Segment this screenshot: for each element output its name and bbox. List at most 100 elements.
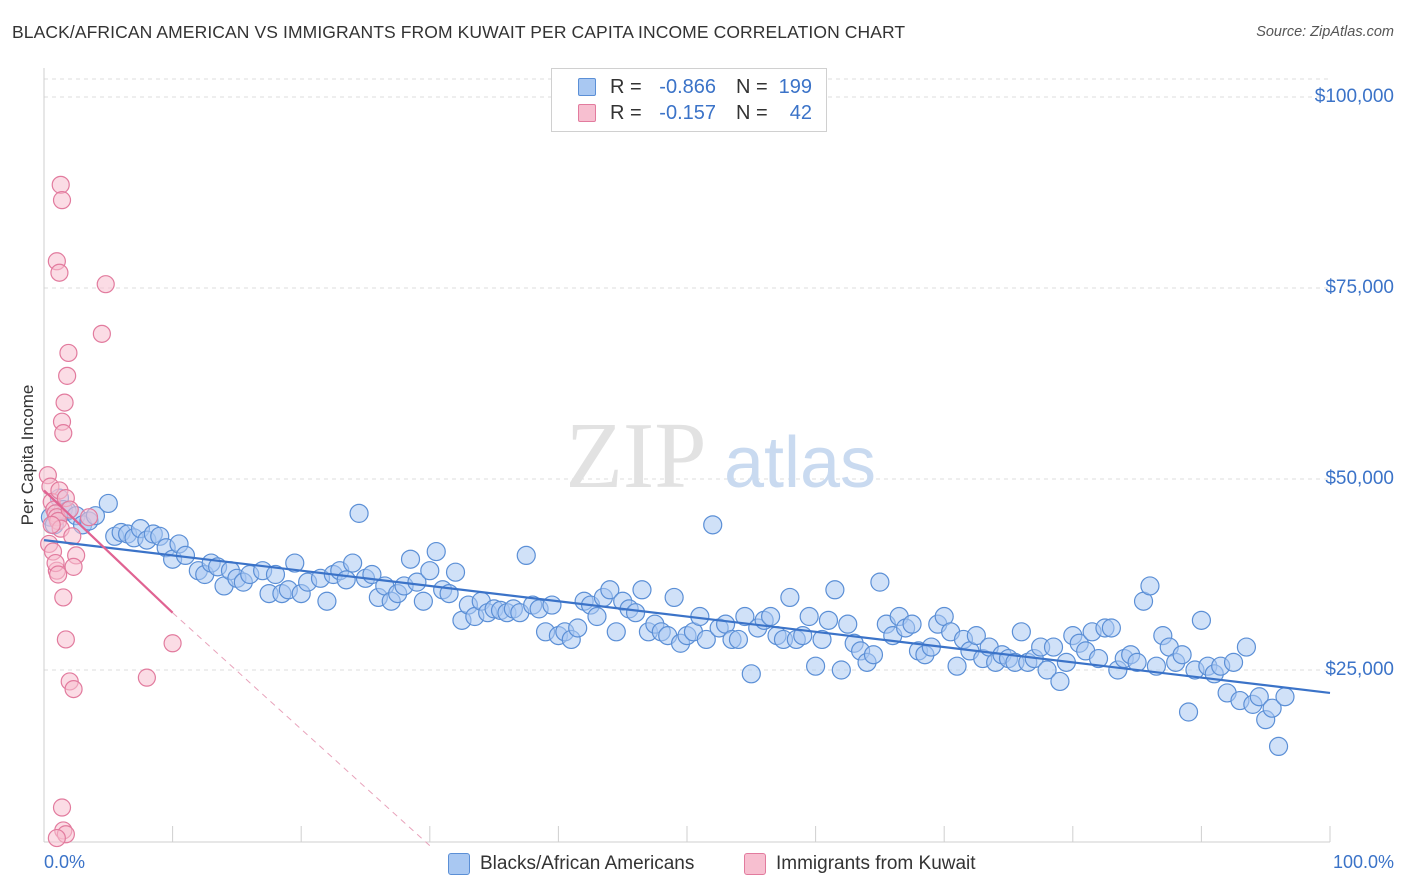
data-point-kuwait	[51, 175, 70, 194]
data-point-blacks	[838, 614, 858, 634]
correlation-legend: R = -0.866 N = 199 R = -0.157 N = 42	[551, 68, 827, 132]
data-point-blacks	[825, 580, 845, 600]
data-point-blacks	[1262, 698, 1282, 718]
data-point-blacks	[1236, 637, 1257, 657]
data-point-blacks	[966, 626, 986, 646]
data-point-blacks	[285, 553, 305, 573]
data-point-kuwait	[52, 191, 72, 210]
source-label: Source: ZipAtlas.com	[1256, 24, 1394, 40]
data-point-blacks	[799, 606, 819, 627]
data-point-blacks	[420, 561, 440, 581]
data-point-blacks	[606, 622, 626, 642]
data-point-blacks	[741, 664, 761, 684]
data-point-blacks	[336, 570, 356, 590]
data-point-blacks	[587, 606, 607, 627]
data-point-blacks	[760, 606, 781, 627]
data-point-blacks	[1178, 702, 1199, 722]
y-axis-label: Per Capita Income	[18, 384, 37, 526]
data-point-blacks	[1249, 687, 1269, 707]
data-point-kuwait	[54, 424, 73, 443]
data-point-blacks	[343, 553, 363, 573]
data-point-kuwait	[79, 508, 99, 527]
legend-n-value: 199	[778, 75, 812, 98]
data-point-blacks	[902, 614, 922, 634]
bottom-legend-label-blacks: Blacks/African Americans	[480, 853, 695, 874]
x-tick-label-min: 0.0%	[44, 852, 86, 872]
data-point-blacks	[407, 572, 427, 592]
legend-swatch-blue	[578, 78, 596, 96]
data-point-kuwait	[58, 366, 77, 385]
data-point-kuwait	[54, 588, 73, 607]
data-point-blacks	[445, 562, 466, 582]
data-point-kuwait	[50, 263, 69, 282]
data-point-kuwait	[42, 515, 61, 534]
axes	[43, 68, 1331, 843]
data-point-blacks	[1043, 637, 1064, 657]
data-point-kuwait	[56, 630, 75, 649]
data-point-blacks	[728, 629, 749, 650]
data-point-kuwait	[60, 500, 79, 519]
data-point-blacks	[1140, 576, 1160, 596]
data-point-blacks	[812, 629, 832, 650]
data-point-kuwait	[163, 634, 182, 653]
data-point-blacks	[1011, 622, 1031, 642]
data-point-blacks	[1223, 652, 1244, 672]
data-point-blacks	[600, 580, 620, 600]
data-point-kuwait	[47, 828, 66, 848]
data-point-kuwait	[64, 557, 83, 576]
data-point-blacks	[805, 656, 826, 676]
data-point-blacks	[1268, 736, 1289, 757]
data-point-kuwait	[49, 565, 68, 584]
data-point-blacks	[568, 618, 588, 638]
bottom-legend-label-kuwait: Immigrants from Kuwait	[776, 853, 976, 874]
bottom-legend-swatch-blue	[448, 853, 470, 875]
data-point-blacks	[1037, 660, 1057, 680]
series-blacks-points	[40, 488, 1295, 757]
data-point-blacks	[1127, 652, 1147, 672]
data-point-blacks	[735, 606, 755, 627]
data-point-blacks	[947, 656, 967, 676]
legend-r-value: -0.157	[659, 101, 716, 124]
trend-lines	[43, 489, 1331, 847]
trend-line-kuwait-extension	[172, 612, 431, 847]
y-tick-label-25000: $25,000	[1325, 659, 1394, 680]
data-point-blacks	[426, 541, 446, 562]
watermark: ZIP atlas	[566, 404, 877, 508]
series-kuwait-points	[38, 175, 182, 848]
legend-row-kuwait: R = -0.157 N = 42	[578, 101, 812, 125]
data-point-kuwait	[63, 527, 82, 546]
legend-n-label: N =	[736, 101, 768, 124]
y-tick-label-50000: $50,000	[1325, 468, 1394, 489]
data-point-blacks	[1088, 648, 1109, 669]
x-tick-label-max: 100.0%	[1332, 852, 1394, 872]
data-point-kuwait	[137, 668, 156, 687]
trend-line-kuwait	[43, 489, 174, 614]
bottom-legend-kuwait: Immigrants from Kuwait	[744, 852, 976, 876]
data-point-blacks	[413, 591, 433, 611]
data-point-blacks	[696, 629, 716, 650]
legend-r-value: -0.866	[659, 75, 716, 98]
data-point-blacks	[632, 580, 652, 600]
data-point-blacks	[516, 545, 536, 566]
y-tick-label-100000: $100,000	[1314, 86, 1394, 107]
data-point-blacks	[1191, 610, 1212, 630]
data-point-kuwait	[59, 343, 78, 363]
data-point-blacks	[703, 515, 723, 535]
trend-line-blacks	[43, 539, 1331, 695]
legend-swatch-pink	[578, 104, 596, 122]
legend-n-value: 42	[789, 101, 812, 124]
bottom-legend-blacks: Blacks/African Americans	[448, 852, 694, 876]
data-point-blacks	[818, 610, 839, 630]
legend-n-label: N =	[736, 75, 768, 98]
data-point-blacks	[1172, 645, 1192, 665]
data-point-blacks	[863, 645, 884, 665]
data-point-kuwait	[55, 393, 74, 412]
data-point-blacks	[317, 591, 337, 611]
data-point-blacks	[831, 660, 851, 680]
data-point-kuwait	[96, 275, 115, 294]
chart-title: BLACK/AFRICAN AMERICAN VS IMMIGRANTS FRO…	[12, 22, 906, 42]
data-point-blacks	[870, 572, 890, 592]
data-point-blacks	[1275, 687, 1295, 707]
legend-r-label: R =	[610, 101, 642, 124]
